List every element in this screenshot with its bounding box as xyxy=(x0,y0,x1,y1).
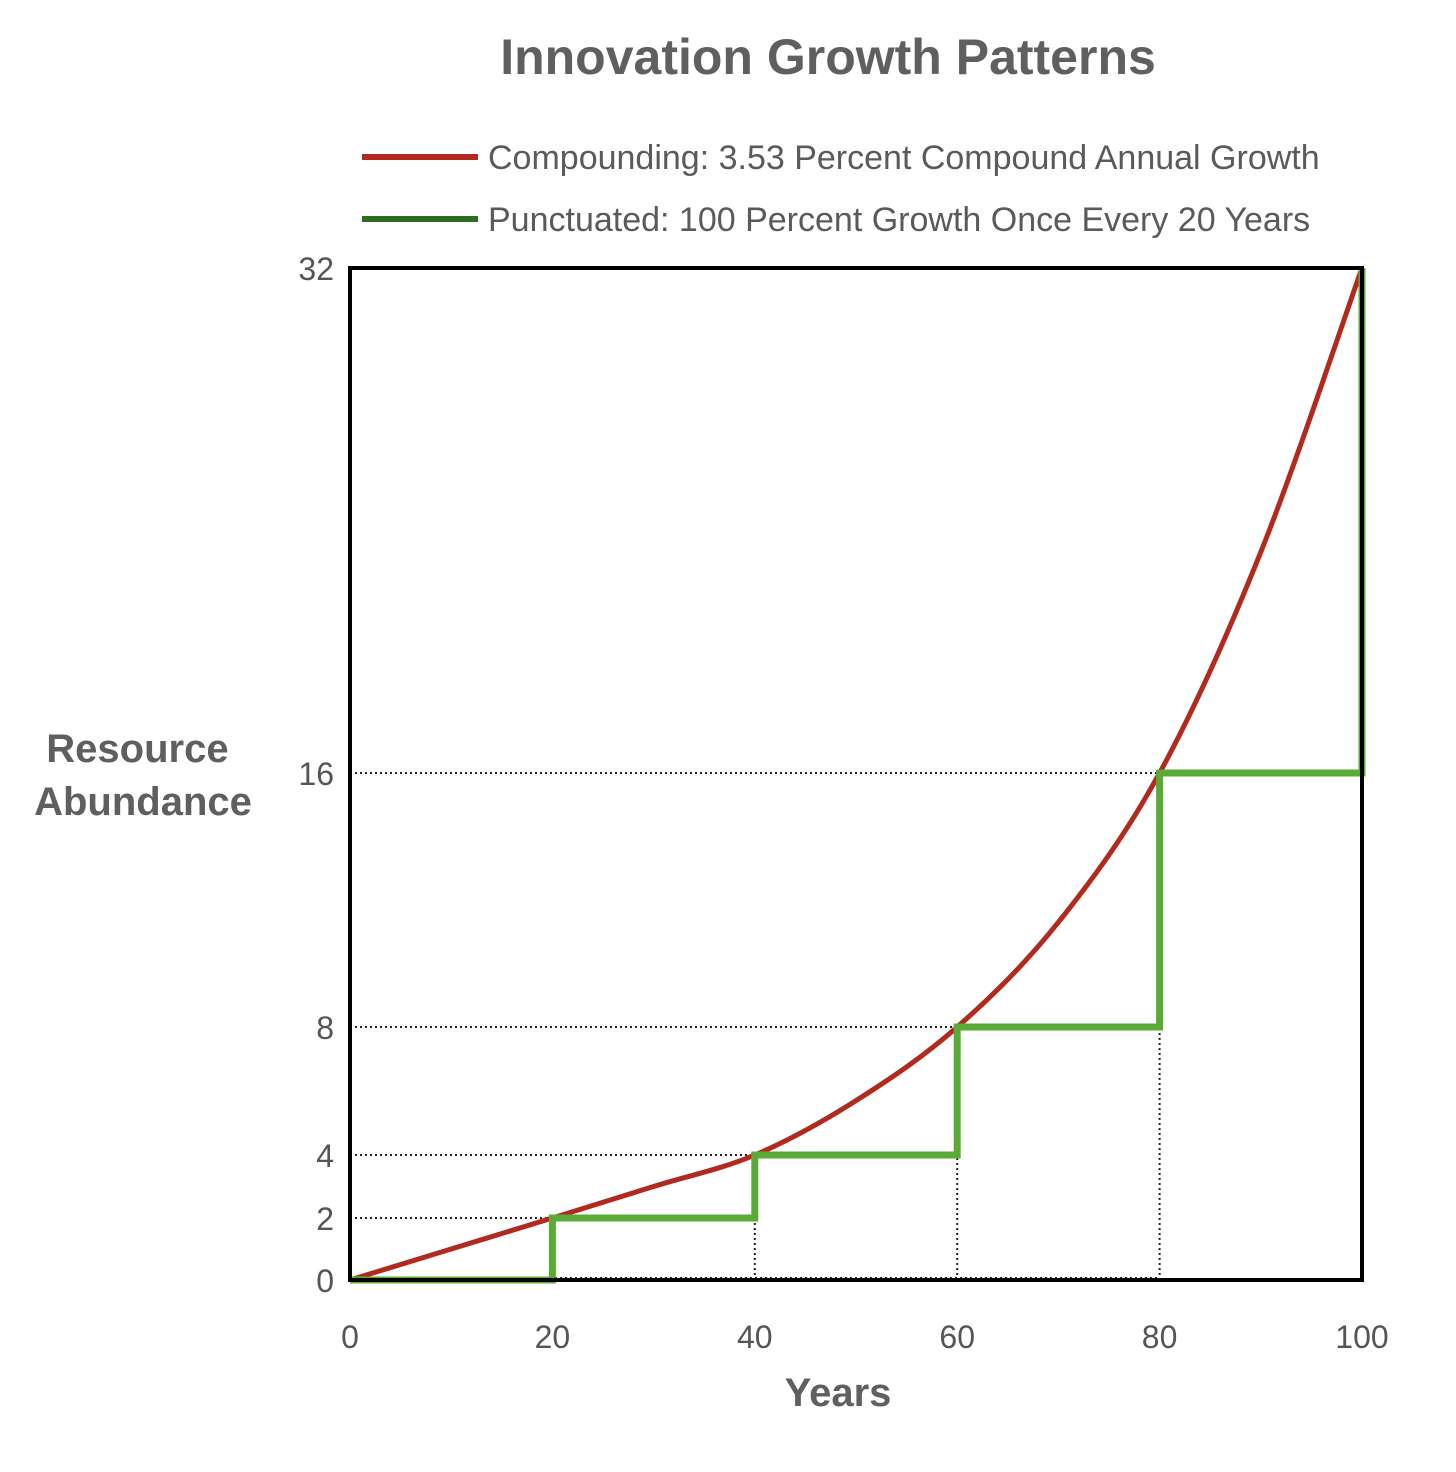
y-tick-label-32: 32 xyxy=(298,251,334,287)
series-line-2 xyxy=(350,268,1366,1284)
x-tick-label-60: 60 xyxy=(939,1319,975,1355)
series-layer xyxy=(349,267,1366,1284)
legend-label-2: Punctuated: 100 Percent Growth Once Ever… xyxy=(488,201,1310,239)
plot-frame-layer xyxy=(348,266,1364,1282)
chart-title: Innovation Growth Patterns xyxy=(500,29,1156,85)
y-axis-title-line-2: Abundance xyxy=(34,780,252,824)
plot-frame xyxy=(348,266,1364,1282)
y-tick-labels: 0 2 4 8 16 32 xyxy=(298,251,334,1299)
y-axis-title: Resource Abundance xyxy=(34,727,252,824)
y-tick-label-2: 2 xyxy=(316,1201,334,1237)
x-tick-label-20: 20 xyxy=(535,1319,571,1355)
legend-label-1: Compounding: 3.53 Percent Compound Annua… xyxy=(488,139,1320,177)
x-tick-label-0: 0 xyxy=(341,1319,359,1355)
legend: Compounding: 3.53 Percent Compound Annua… xyxy=(362,139,1320,239)
y-tick-label-8: 8 xyxy=(316,1010,334,1046)
x-tick-label-100: 100 xyxy=(1335,1319,1388,1355)
x-tick-labels: 0 20 40 60 80 100 xyxy=(341,1319,1389,1355)
x-tick-label-80: 80 xyxy=(1142,1319,1178,1355)
y-axis-title-line-1: Resource xyxy=(46,727,228,771)
x-axis-title: Years xyxy=(785,1371,892,1415)
x-tick-label-40: 40 xyxy=(737,1319,773,1355)
y-tick-label-4: 4 xyxy=(316,1138,334,1174)
y-tick-label-16: 16 xyxy=(298,756,334,792)
y-tick-label-0: 0 xyxy=(316,1263,334,1299)
